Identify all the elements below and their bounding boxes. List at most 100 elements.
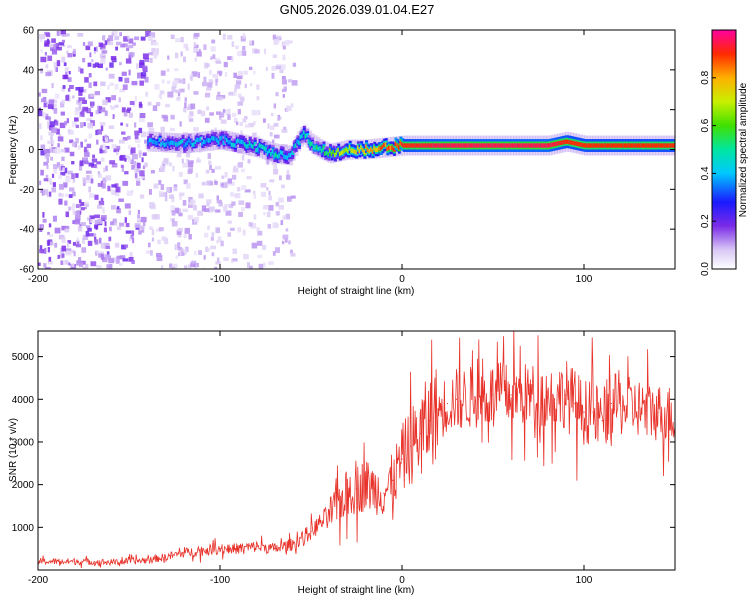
spectrogram-noise-cell	[131, 52, 135, 57]
spectrogram-ridge-cell	[211, 135, 215, 141]
snr-data-point	[164, 556, 166, 558]
spectrogram-noise-cell	[148, 189, 152, 195]
spectrogram-noise-cell	[227, 34, 233, 40]
spectrogram-noise-cell	[142, 152, 147, 156]
spectrogram-noise-cell	[113, 148, 120, 153]
spectrogram-noise-cell	[238, 71, 244, 76]
spectrogram-noise-cell	[115, 145, 121, 151]
spectrogram-noise-cell	[53, 107, 58, 114]
spectrogram-noise-cell	[243, 118, 247, 123]
spectrogram-ridge-cell	[556, 141, 560, 146]
spectrogram-noise-cell	[176, 79, 183, 84]
spectrogram-ridge-cell	[476, 143, 480, 148]
spectrogram-noise-cell	[55, 46, 62, 51]
spectrogram-noise-cell	[105, 175, 112, 181]
spectrogram-noise-cell	[184, 97, 188, 102]
spectrogram-noise-cell	[114, 36, 120, 41]
spectrogram-ridge-cell	[220, 135, 224, 140]
spectrogram-ridge-cell	[414, 143, 418, 148]
spectrogram-noise-cell	[121, 71, 127, 76]
spectrogram-noise-cell	[85, 45, 91, 51]
spectrogram-noise-cell	[92, 158, 97, 163]
spectrogram-noise-cell	[187, 162, 194, 168]
spectrogram-noise-cell	[108, 236, 112, 242]
spectrogram-noise-cell	[48, 116, 52, 121]
spectrogram-noise-cell	[130, 159, 134, 164]
spectrogram-noise-cell	[58, 198, 63, 205]
spectrogram-noise-cell	[171, 221, 178, 227]
spectrogram-noise-cell	[266, 187, 269, 191]
spectrogram-ridge-cell	[563, 139, 567, 145]
spectrogram-ridge-cell	[345, 147, 349, 152]
spectrogram-noise-cell	[220, 119, 227, 124]
spectrogram-noise-cell	[124, 155, 128, 160]
spectrogram-noise-cell	[217, 91, 221, 97]
spectrogram-noise-cell	[209, 206, 215, 212]
spectrogram-noise-cell	[276, 35, 282, 40]
spectrogram-noise-cell	[47, 140, 53, 145]
spectrogram-noise-cell	[43, 178, 49, 182]
spectrogram-noise-cell	[231, 112, 237, 117]
spectrogram-noise-cell	[55, 128, 60, 135]
spectrogram-noise-cell	[111, 162, 118, 168]
spectrogram-noise-cell	[227, 220, 232, 224]
spectrogram-noise-cell	[215, 209, 221, 213]
spectrogram-noise-cell	[204, 232, 209, 238]
spectrogram-noise-cell	[56, 162, 61, 168]
spectrogram-ridge-cell	[548, 143, 552, 148]
spectrogram-noise-cell	[107, 138, 114, 143]
spectrogram-ridge-cell	[235, 139, 239, 144]
spectrogram-noise-cell	[163, 158, 169, 164]
spectrogram-ridge-cell	[294, 143, 298, 148]
spectrogram-noise-cell	[68, 262, 71, 266]
spectrogram-ridge-cell	[166, 139, 170, 145]
spectrogram-noise-cell	[177, 252, 181, 257]
spectrogram-noise-cell	[242, 229, 246, 236]
spectrogram-noise-cell	[137, 72, 143, 79]
spectrogram-ridge-cell	[522, 143, 526, 148]
spectrogram-noise-cell	[285, 213, 291, 220]
spectrogram-noise-cell	[159, 90, 165, 95]
spectrogram-noise-cell	[45, 148, 51, 153]
spectrogram-noise-cell	[40, 169, 44, 176]
spectrogram-ridge-cell	[219, 136, 223, 141]
spectrogram-noise-cell	[125, 123, 129, 127]
spectrogram-noise-cell	[41, 225, 44, 230]
spectrogram-ridge-cell	[587, 143, 591, 148]
spectrogram-noise-cell	[272, 34, 277, 41]
spectrogram-noise-cell	[169, 127, 175, 132]
spectrogram-ridge-cell	[504, 143, 508, 148]
spectrogram-noise-cell	[256, 84, 260, 90]
spectrogram-noise-cell	[48, 99, 55, 105]
spectrogram-ridge-cell	[555, 141, 559, 147]
spectrogram-noise-cell	[97, 105, 100, 111]
spectrogram-ridge-cell	[633, 143, 637, 148]
spectrogram-noise-cell	[38, 92, 41, 97]
spectrogram-noise-cell	[92, 154, 95, 158]
spectrogram-noise-cell	[108, 35, 114, 42]
spectrogram-ridge-cell	[248, 140, 252, 146]
colorbar-label: Normalized spectral amplitude	[738, 82, 749, 217]
spectrogram-ridge-cell	[238, 139, 242, 144]
spectrogram-noise-cell	[49, 191, 52, 197]
spectrogram-noise-cell	[97, 183, 104, 187]
spectrogram-ridge-cell	[176, 142, 180, 147]
spectrogram-noise-cell	[198, 193, 204, 199]
spectrogram-noise-cell	[58, 42, 65, 46]
spectrogram-noise-cell	[140, 174, 145, 179]
spectrogram-noise-cell	[58, 183, 64, 190]
spectrogram-noise-cell	[46, 164, 49, 170]
spectrogram-noise-cell	[90, 261, 97, 267]
spectrogram-noise-cell	[147, 101, 152, 106]
spectrogram-noise-cell	[87, 217, 91, 221]
spectrogram-noise-cell	[235, 193, 241, 199]
spectrogram-ridge-cell	[252, 144, 256, 149]
spectrogram-noise-cell	[190, 262, 196, 268]
spectrogram-noise-cell	[181, 158, 184, 164]
spectrogram-ridge-cell	[422, 143, 426, 148]
spectrogram-noise-cell	[214, 181, 218, 185]
spectrogram-noise-cell	[116, 151, 119, 156]
y-tick-label: 20	[23, 105, 35, 116]
spectrogram-noise-cell	[168, 162, 172, 167]
spectrogram-noise-cell	[234, 84, 241, 89]
